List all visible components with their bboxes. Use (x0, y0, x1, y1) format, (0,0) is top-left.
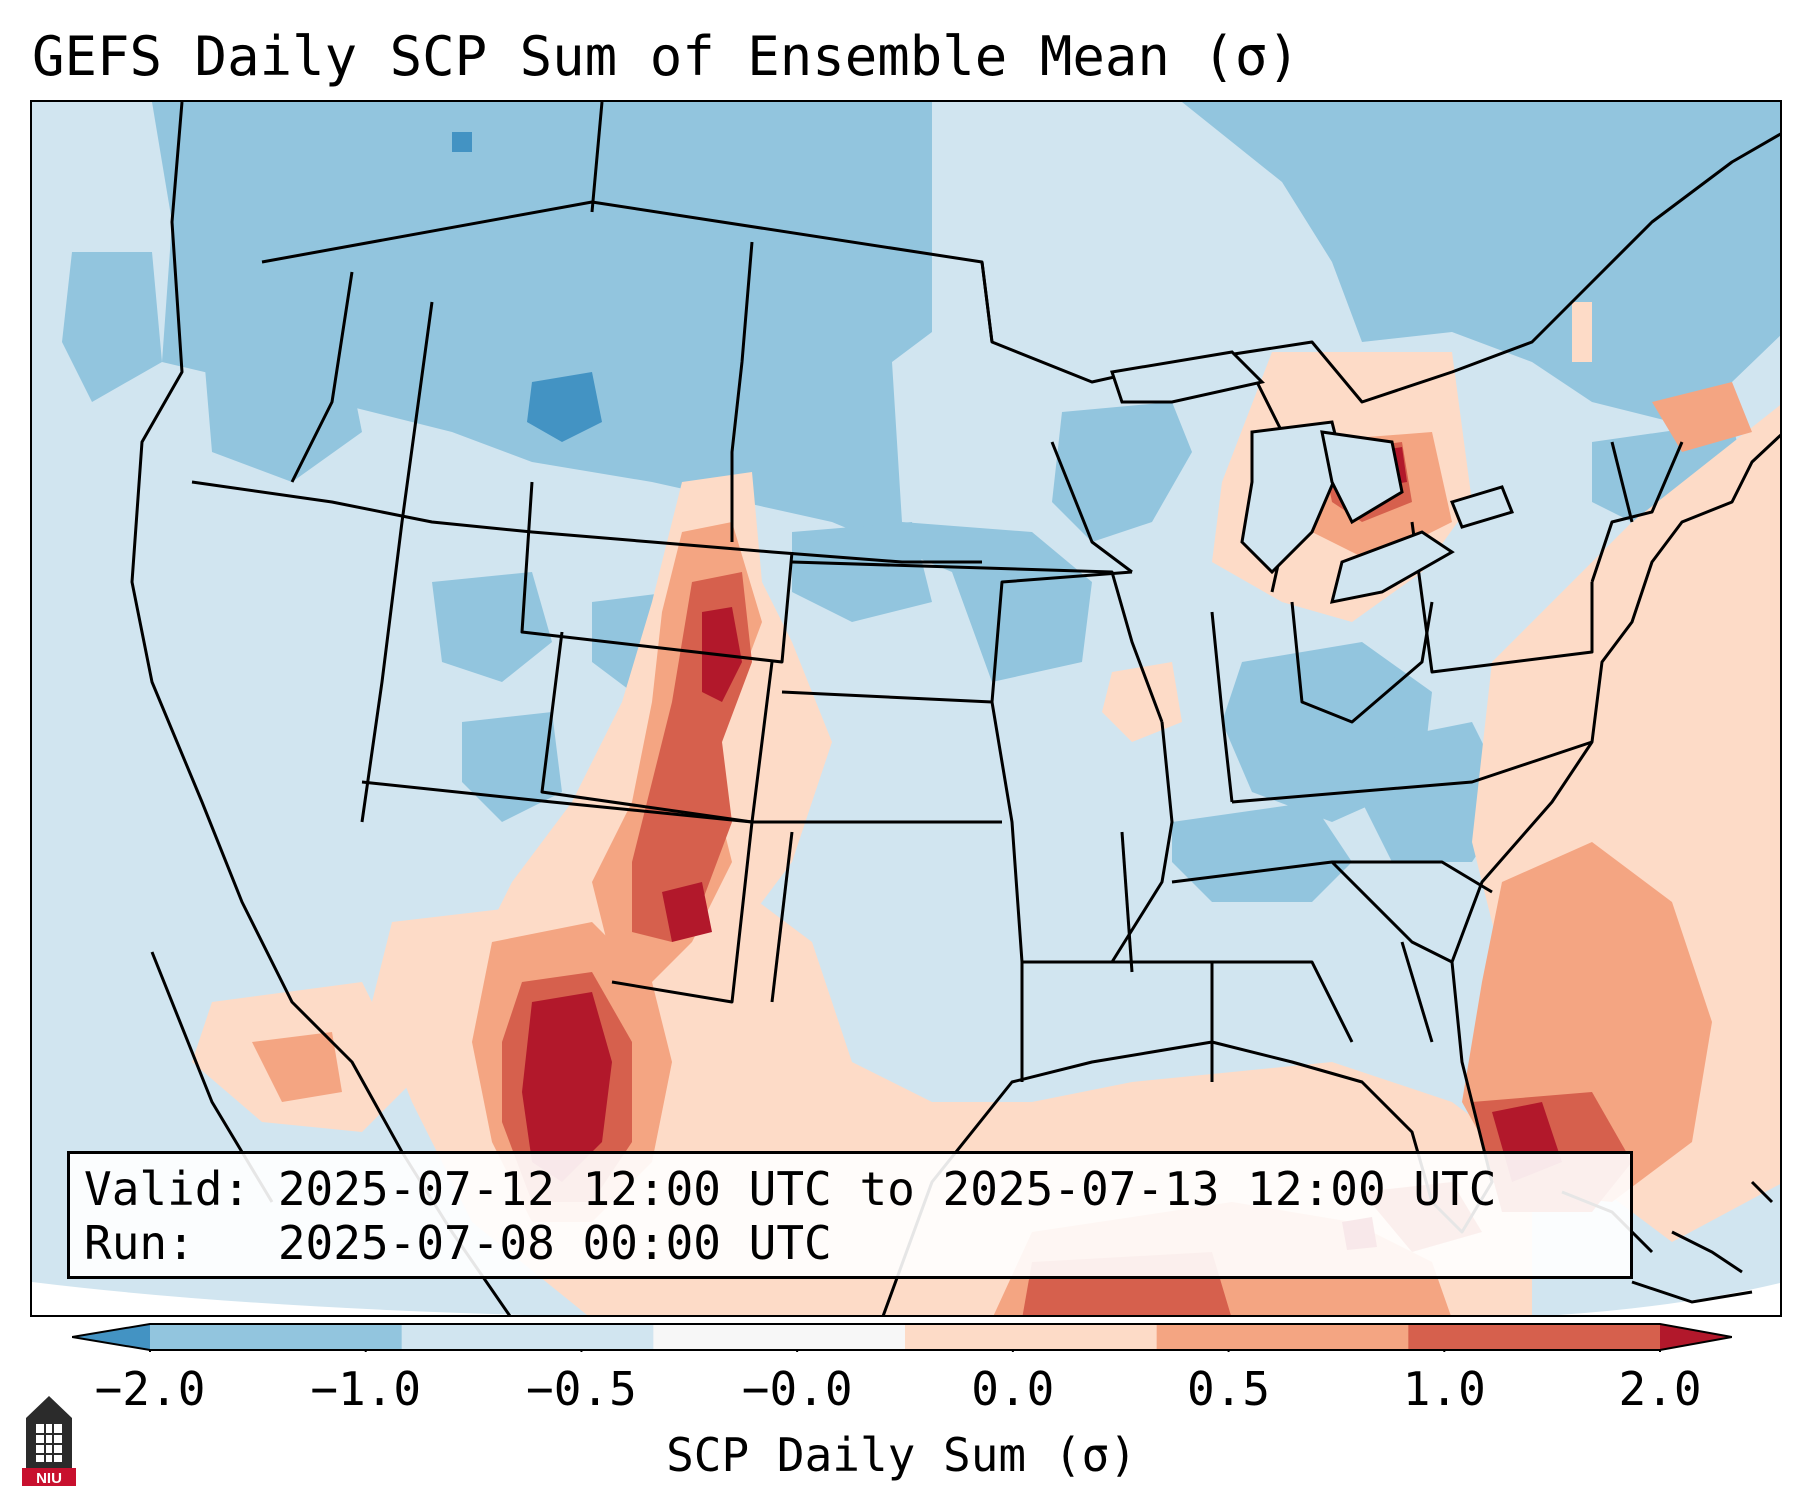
colorbar-segment (1408, 1324, 1661, 1350)
colorbar-tick-label: −2.0 (94, 1362, 206, 1416)
colorbar-extension-low (72, 1324, 150, 1350)
run-time-text: Run: 2025-07-08 00:00 UTC (84, 1216, 832, 1270)
great-lakes (1110, 350, 1515, 604)
colorbar-ticks (149, 1350, 1661, 1352)
strong-negative-anomaly (452, 132, 602, 442)
colorbar (72, 1323, 1732, 1352)
map-svg (32, 102, 1780, 1315)
projection-corner-right (1558, 1282, 1780, 1315)
colorbar-tick-label: 0.0 (971, 1362, 1055, 1416)
colorbar-tick-label: −1.0 (310, 1362, 422, 1416)
map-title: GEFS Daily SCP Sum of Ensemble Mean (σ) (32, 25, 1300, 88)
logo-text: NIU (36, 1470, 62, 1487)
colorbar-segment (150, 1324, 403, 1350)
map-panel (30, 100, 1782, 1317)
colorbar-segment (653, 1324, 906, 1350)
state-boundaries (130, 102, 1780, 1315)
colorbar-tick-label: 0.5 (1187, 1362, 1271, 1416)
colorbar-extension-high (1660, 1324, 1732, 1350)
niu-logo: NIU (22, 1396, 76, 1487)
colorbar-segment (1156, 1324, 1409, 1350)
valid-run-info-box: Valid: 2025-07-12 12:00 UTC to 2025-07-1… (67, 1151, 1633, 1279)
colorbar-label: SCP Daily Sum (σ) (666, 1428, 1137, 1482)
colorbar-tick-label: −0.0 (741, 1362, 853, 1416)
logo-banner (22, 1468, 76, 1486)
colorbar-tick-label: −0.5 (526, 1362, 637, 1416)
gulf-coast (881, 433, 1780, 1315)
colorbar-tick-label: 1.0 (1402, 1362, 1486, 1416)
projection-corner (32, 1282, 526, 1315)
colorbar-segment (905, 1324, 1158, 1350)
colorbar-segments (72, 1324, 1732, 1350)
colorbar-segment (401, 1324, 654, 1350)
colorbar-tick-label: 2.0 (1618, 1362, 1702, 1416)
colorbar-outline (72, 1323, 1732, 1351)
valid-time-text: Valid: 2025-07-12 12:00 UTC to 2025-07-1… (84, 1162, 1497, 1216)
